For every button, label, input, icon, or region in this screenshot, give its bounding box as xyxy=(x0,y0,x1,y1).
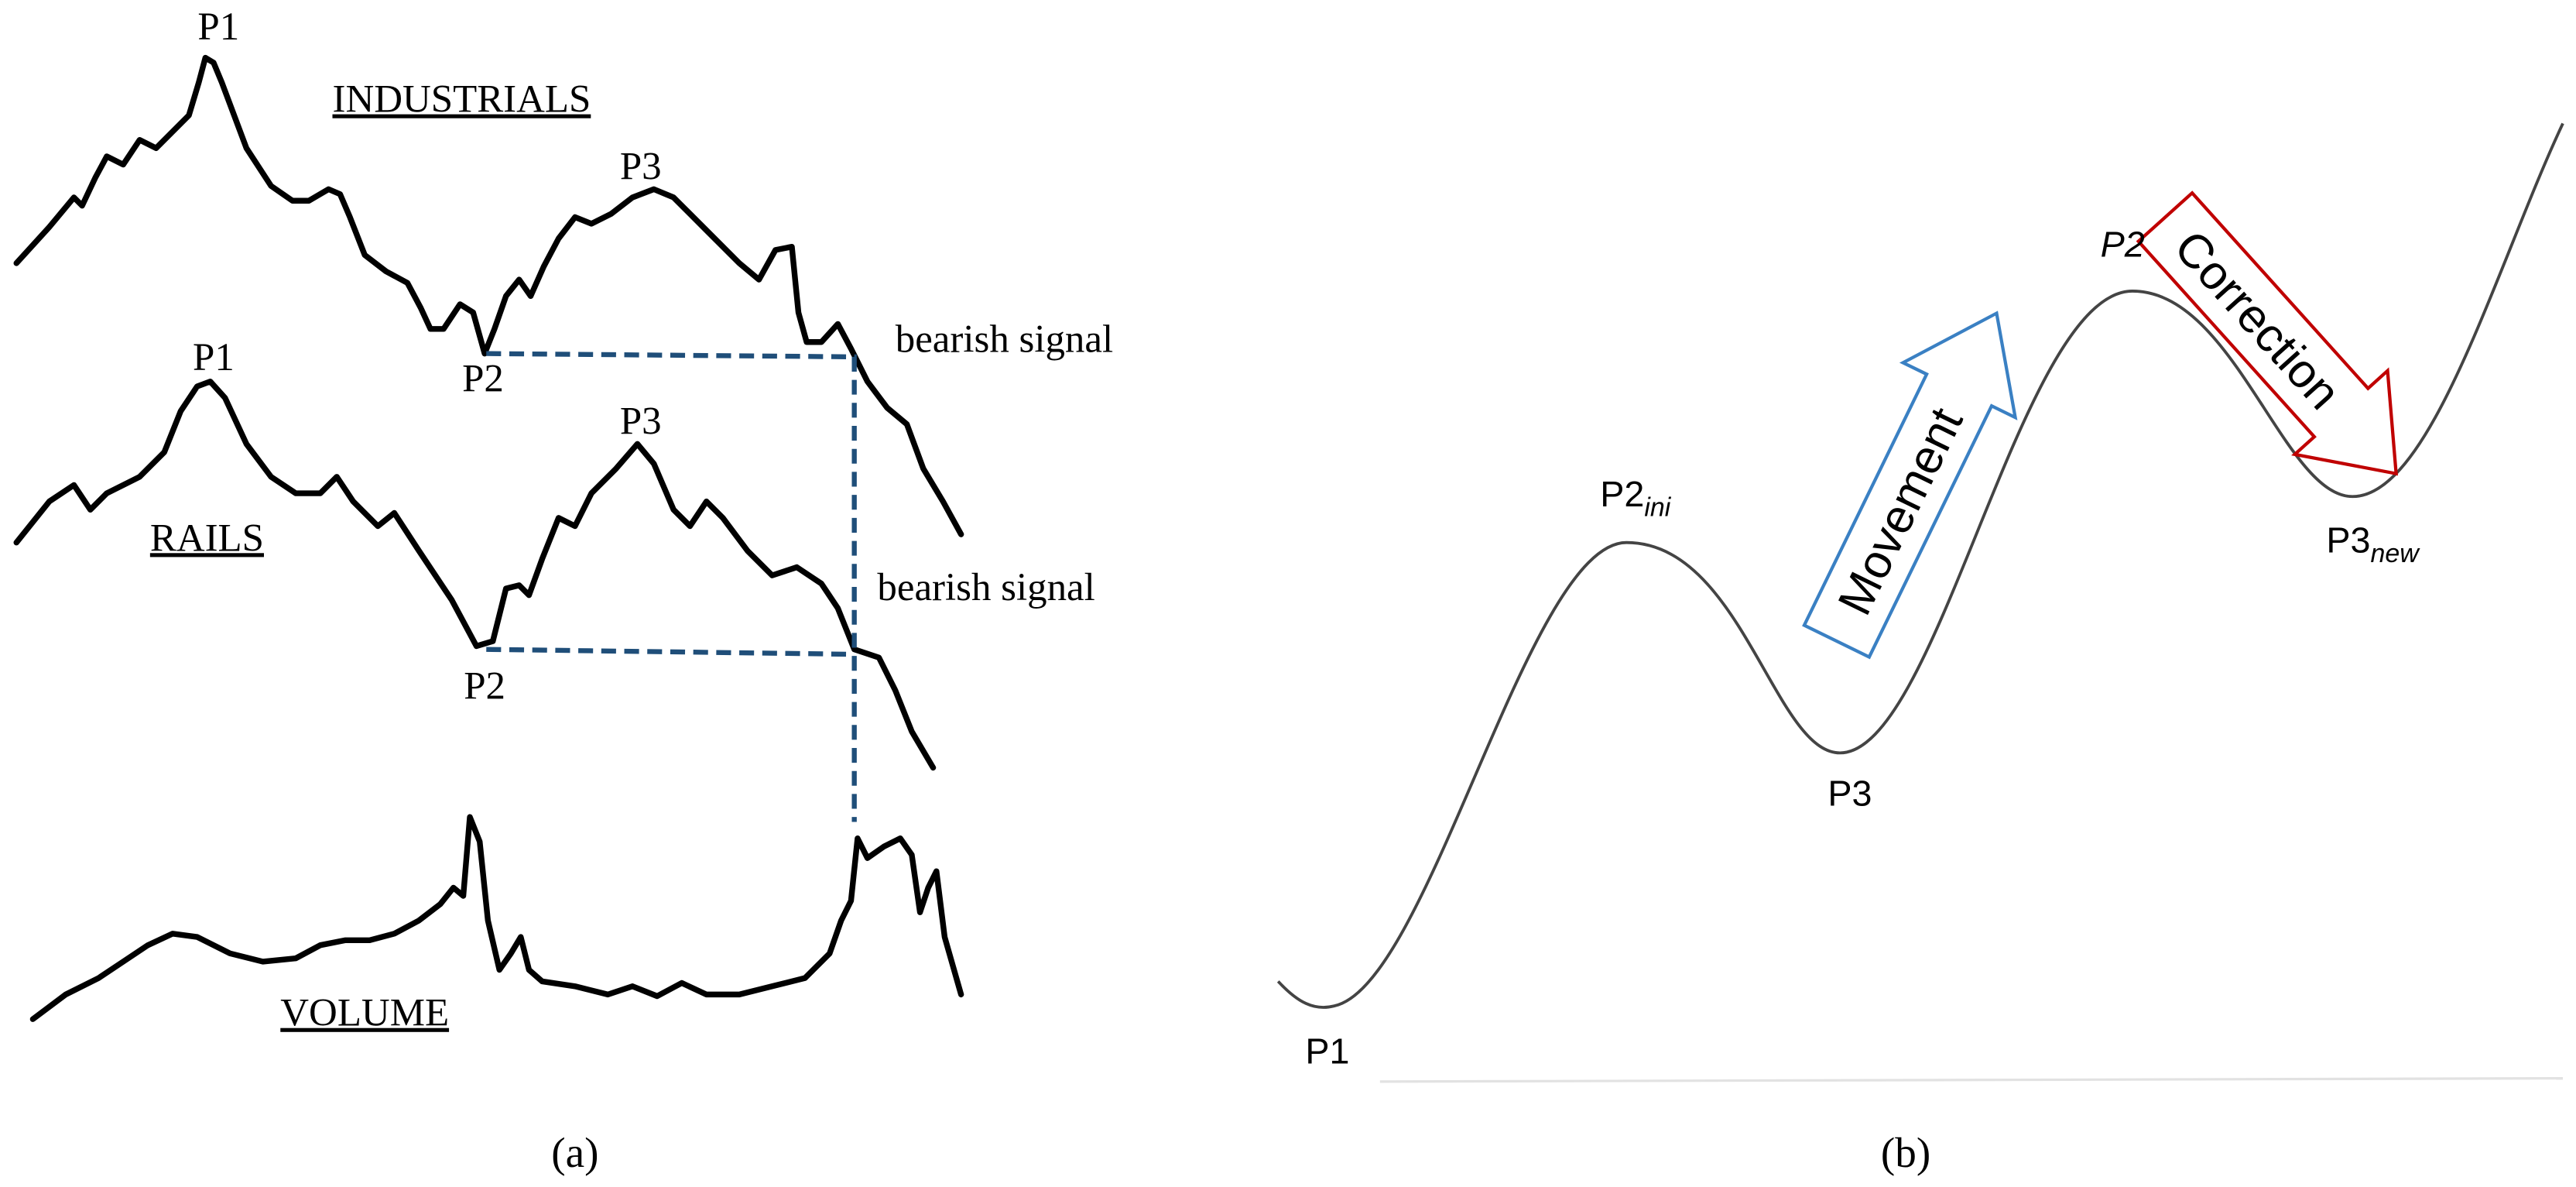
label: bearish signal xyxy=(877,566,1094,609)
label: P2 xyxy=(464,664,505,708)
label: P3 xyxy=(1828,773,1872,813)
arrow-shape xyxy=(2136,190,2398,476)
label: P2 xyxy=(462,357,504,400)
industrials-curve xyxy=(13,54,964,537)
label: P3new xyxy=(2326,520,2420,568)
label: P1 xyxy=(197,5,239,49)
label: P2ini xyxy=(1600,474,1672,523)
correction-arrow: Correction xyxy=(2136,190,2398,476)
label: P2 xyxy=(2101,224,2145,264)
movement-arrow: Movement xyxy=(1802,310,2018,660)
label: INDUSTRIALS xyxy=(332,78,591,122)
arrow-shape xyxy=(1802,310,2018,660)
label: P3 xyxy=(620,146,662,189)
caption: (b) xyxy=(1881,1129,1930,1176)
label: RAILS xyxy=(150,516,264,560)
label-base: P2 xyxy=(1600,474,1644,514)
panel-a: P1 INDUSTRIALS P3 P2 bearish signal P1 R… xyxy=(13,5,1113,1176)
dashed-line xyxy=(486,351,857,822)
label: P3 xyxy=(620,400,662,444)
label: P1 xyxy=(193,336,235,379)
label-sub: ini xyxy=(1644,493,1671,523)
caption: (a) xyxy=(551,1129,598,1176)
label: VOLUME xyxy=(280,992,449,1035)
volume-curve xyxy=(29,814,964,1022)
baseline xyxy=(1379,1077,2564,1083)
panel-b: Movement Correction P1 P2ini P3 P2 P3new… xyxy=(1276,122,2564,1176)
rails-curve xyxy=(13,378,937,771)
label: P1 xyxy=(1305,1031,1349,1072)
label-base: P3 xyxy=(2326,520,2370,560)
label: bearish signal xyxy=(896,318,1113,362)
arrow-label: Correction xyxy=(2164,221,2351,420)
label-sub: new xyxy=(2370,539,2420,568)
price-curve xyxy=(1276,122,2564,1009)
dashed-line xyxy=(486,647,855,657)
